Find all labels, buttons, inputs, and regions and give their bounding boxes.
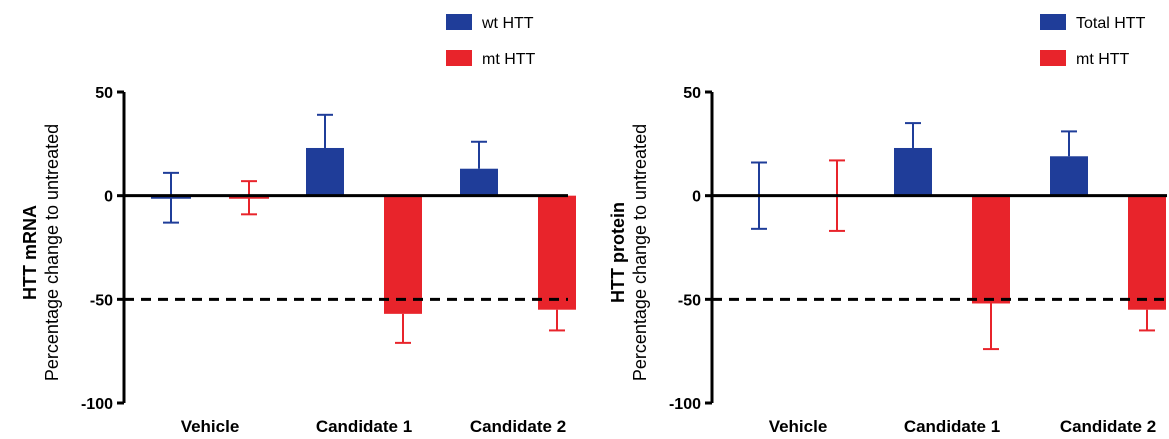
y-tick-label: 50: [95, 85, 113, 102]
legend-swatch: [446, 14, 472, 30]
x-tick-label: Candidate 2: [1060, 417, 1156, 436]
legend-swatch: [1040, 50, 1066, 66]
bar-mt-htt-2: [1128, 195, 1166, 310]
legend-swatch: [446, 50, 472, 66]
bar-mt-htt-1: [384, 195, 422, 314]
legend-label: Total HTT: [1076, 15, 1146, 32]
legend-swatch: [1040, 14, 1066, 30]
bar-total-htt-2: [1050, 156, 1088, 196]
y-tick-label: -100: [669, 396, 701, 413]
bar-wt-htt-1: [306, 147, 344, 196]
y-axis-label: HTT protein: [608, 202, 628, 303]
y-axis-sublabel: Percentage change to untreated: [42, 124, 62, 381]
y-tick-label: -50: [678, 292, 701, 309]
chart-panel-1: 50 0 -50 -100 HTT mRNA Percentage change to u…: [20, 14, 576, 436]
legend-label: wt HTT: [481, 15, 534, 32]
y-axis-sublabel: Percentage change to untreated: [630, 124, 650, 381]
y-tick-label: -100: [81, 396, 113, 413]
x-tick-label: Candidate 1: [316, 417, 412, 436]
x-tick-label: Candidate 2: [470, 417, 566, 436]
y-tick-label: 0: [104, 189, 113, 206]
chart-panel-2: 50 0 -50 -100 HTT protein Percentage change t…: [608, 14, 1167, 436]
x-tick-label: Vehicle: [769, 417, 828, 436]
y-tick-label: 0: [692, 189, 701, 206]
legend-label: mt HTT: [482, 51, 536, 68]
x-tick-label: Vehicle: [181, 417, 240, 436]
bar-mt-htt-2: [538, 195, 576, 310]
bar-wt-htt-2: [460, 168, 498, 196]
y-axis-label: HTT mRNA: [20, 205, 40, 300]
x-tick-label: Candidate 1: [904, 417, 1000, 436]
bar-total-htt-1: [894, 147, 932, 196]
bar-mt-htt-1: [972, 195, 1010, 304]
y-tick-label: -50: [90, 292, 113, 309]
legend-label: mt HTT: [1076, 51, 1130, 68]
y-tick-label: 50: [683, 85, 701, 102]
